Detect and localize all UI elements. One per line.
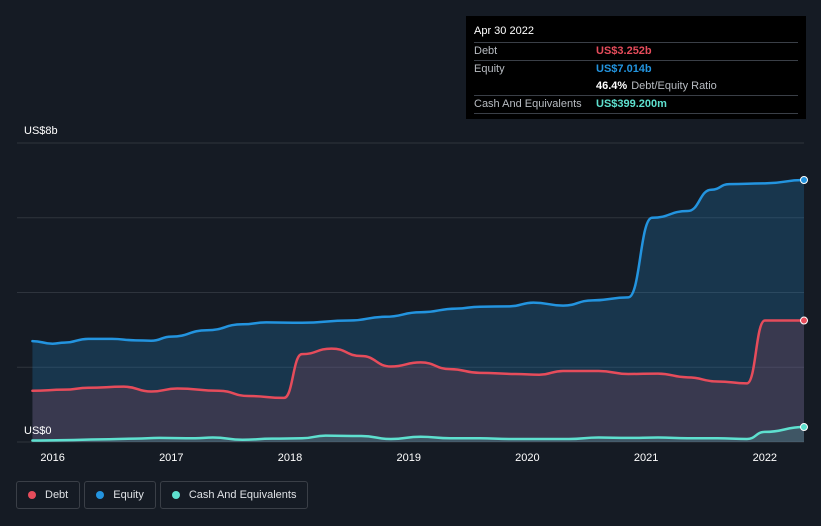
y-tick-label-bottom: US$0 [24,425,52,437]
legend-cash-dot [171,491,180,499]
x-tick-label: 2016 [40,452,64,464]
chart-legend: Debt Equity Cash And Equivalents [16,481,309,509]
tooltip-panel: Apr 30 2022 Debt US$3.252b Equity US$7.0… [466,16,806,119]
x-tick-label: 2018 [278,452,302,464]
equity-area [32,180,804,442]
equity-line [31,178,806,345]
tooltip-row-ratio: 46.4% Debt/Equity Ratio [474,78,798,95]
tooltip-ratio-spacer [474,78,596,95]
x-tick-label: 2017 [159,452,183,464]
cash-and-equivalents-end-marker [800,423,808,432]
legend-equity-dot [96,491,105,499]
cash-and-equivalents-line [31,425,806,442]
tooltip-date: Apr 30 2022 [474,25,534,37]
axis-labels: US$8b US$0 2016 2017 2018 2019 2020 2021 2022 [24,125,777,464]
tooltip-debt-value: US$3.252b [596,45,652,57]
tooltip-equity-value: US$7.014b [596,63,652,75]
debt-end-marker [800,316,808,325]
y-tick-label-top: US$8b [24,125,58,137]
debt-line [31,319,806,400]
legend-debt-dot [28,491,36,499]
series-areas [32,180,804,442]
tooltip-cash-value: US$399.200m [596,98,667,110]
grid-lines [17,142,804,443]
debt-area [32,320,804,442]
tooltip-row-equity: Equity US$7.014b [474,60,798,78]
x-tick-label: 2021 [634,452,658,464]
x-tick-label: 2022 [753,452,777,464]
equity-end-marker [800,176,808,185]
series-lines [31,178,806,442]
tooltip-cash-label: Cash And Equivalents [474,98,582,110]
tooltip-ratio: 46.4% Debt/Equity Ratio [596,78,717,95]
tooltip-ratio-value: 46.4% [596,80,628,92]
tooltip-bottom-rule [474,113,798,131]
tooltip-row-debt: Debt US$3.252b [474,42,798,60]
x-tick-label: 2020 [515,452,539,464]
tooltip-row-cash: Cash And Equivalents US$399.200m [474,95,798,113]
series-end-markers [800,176,808,432]
legend-item-cash[interactable]: Cash And Equivalents [159,481,309,509]
x-tick-label: 2019 [396,452,420,464]
tooltip-equity-label: Equity [474,63,505,75]
legend-cash-label: Cash And Equivalents [188,489,297,501]
legend-item-equity[interactable]: Equity [84,481,156,509]
legend-equity-label: Equity [113,489,144,501]
legend-item-debt[interactable]: Debt [16,481,81,509]
legend-debt-label: Debt [45,489,69,501]
tooltip-debt-label: Debt [474,45,498,57]
tooltip-ratio-label: Debt/Equity Ratio [631,80,717,92]
